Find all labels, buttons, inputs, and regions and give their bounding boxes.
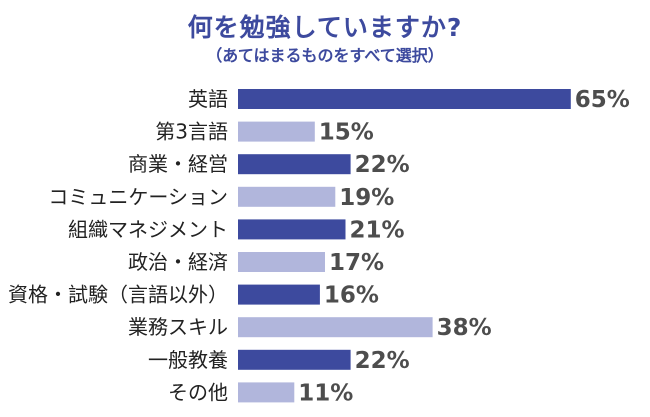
category-label-9: その他 xyxy=(168,380,228,404)
value-label-0: 65% xyxy=(575,87,630,113)
bar-4 xyxy=(238,219,346,240)
value-label-7: 38% xyxy=(437,315,492,341)
bar-7 xyxy=(238,317,433,338)
category-label-8: 一般教養 xyxy=(148,348,228,372)
category-label-0: 英語 xyxy=(188,87,228,111)
value-label-6: 16% xyxy=(324,283,379,309)
category-label-3: コミュニケーション xyxy=(48,185,228,209)
bar-2 xyxy=(238,154,351,175)
bar-8 xyxy=(238,349,351,370)
value-label-3: 19% xyxy=(339,185,394,211)
category-label-4: 組織マネジメント xyxy=(68,217,228,241)
bar-0 xyxy=(238,89,571,109)
bar-6 xyxy=(238,284,320,305)
value-label-2: 22% xyxy=(355,152,410,178)
value-label-5: 17% xyxy=(329,250,384,276)
bar-1 xyxy=(238,121,315,142)
category-label-5: 政治・経済 xyxy=(128,250,228,274)
value-label-8: 22% xyxy=(355,348,410,374)
category-label-1: 第3言語 xyxy=(155,120,228,144)
category-label-6: 資格・試験（言語以外） xyxy=(8,283,228,307)
bar-3 xyxy=(238,186,336,207)
value-label-1: 15% xyxy=(319,120,374,146)
value-label-4: 21% xyxy=(350,217,405,243)
category-label-2: 商業・経営 xyxy=(128,152,228,176)
chart-subtitle: （あてはまるものをすべて選択） xyxy=(206,46,444,65)
bars-group: 英語 65% 第3言語 15% 商業・経営 22% コミュニケーション 19% 組織マネジメント… xyxy=(8,87,630,406)
value-label-9: 11% xyxy=(298,380,353,406)
bar-5 xyxy=(238,252,325,272)
bar-9 xyxy=(238,382,295,403)
category-label-7: 業務スキル xyxy=(128,315,228,339)
chart-title: 何を勉強していますか? xyxy=(187,13,463,42)
